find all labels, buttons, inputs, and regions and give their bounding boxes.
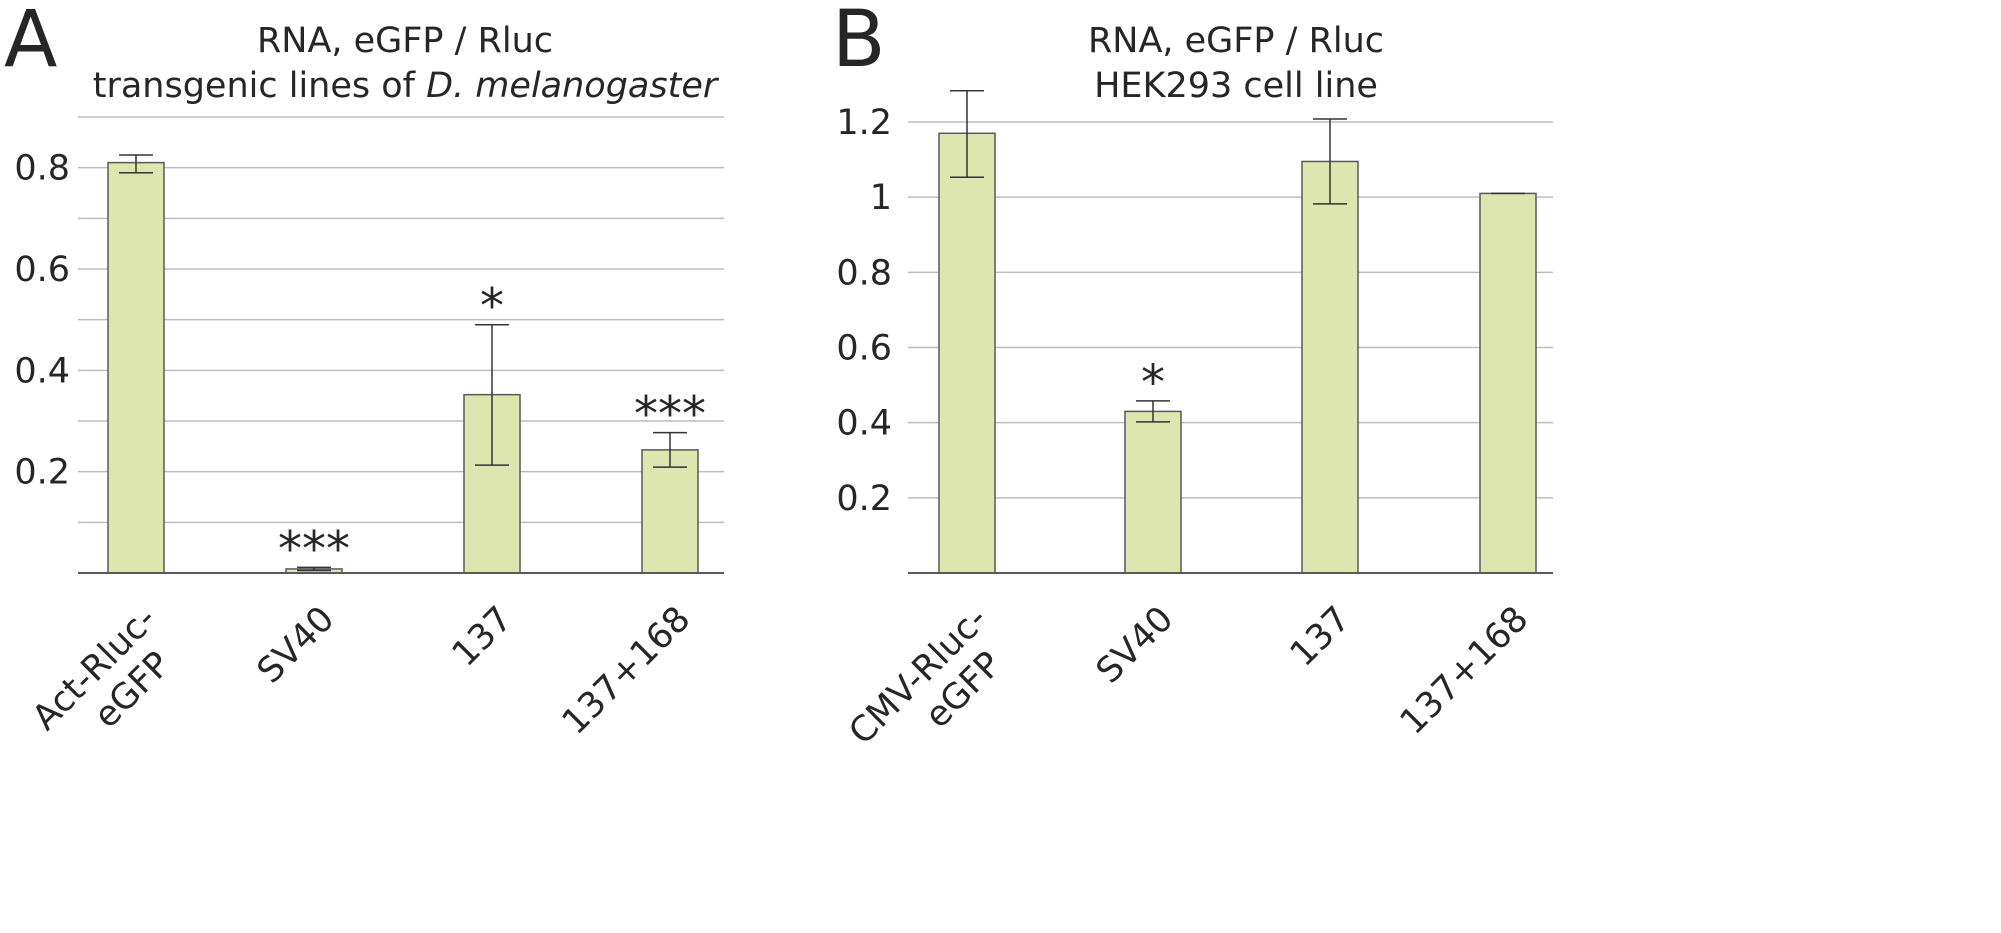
panel-letter-a: A — [4, 0, 57, 85]
chart-a-error-bar — [475, 323, 509, 466]
chart-b-bars — [938, 132, 1537, 574]
chart-a-title-line2-text: transgenic lines of — [93, 66, 426, 106]
chart-a-bar — [641, 449, 699, 574]
chart-a-bars — [107, 161, 699, 574]
chart-b-y-tick-label: 1 — [870, 178, 892, 218]
chart-b-bar — [1301, 160, 1359, 574]
chart-a-x-tick-label: SV40 — [250, 599, 342, 691]
chart-a-y-tick-label: 0.2 — [14, 453, 70, 493]
chart-a-title-line1: RNA, eGFP / Rluc — [257, 21, 553, 61]
chart-a-bar — [107, 161, 165, 574]
chart-b-y-tick-label: 0.6 — [836, 329, 892, 369]
chart-b-x-tick-label: 137 — [1283, 599, 1359, 675]
chart-a-significance-labels: ******* — [278, 279, 706, 578]
chart-b-bar — [1124, 410, 1182, 574]
chart-a-y-tick-label: 0.4 — [14, 351, 70, 391]
chart-b-x-tick-label: CMV-Rluc-eGFP — [842, 599, 1025, 782]
chart-b-y-tick-label: 0.2 — [836, 479, 892, 519]
chart-a-gridlines — [78, 116, 724, 524]
chart-b-y-tick-label: 0.8 — [836, 253, 892, 293]
chart-b-x-tick-label: 137+168 — [1393, 599, 1536, 742]
chart-b-x-tick-label: SV40 — [1089, 599, 1181, 691]
chart-b-title-line1: RNA, eGFP / Rluc — [1088, 21, 1384, 61]
chart-b-error-bars — [950, 90, 1525, 423]
chart-a-x-tick-line: 137 — [445, 599, 521, 675]
chart-b-error-bar — [1136, 400, 1170, 423]
chart-a-x-tick-label: Act-Rluc-eGFP — [25, 599, 194, 768]
chart-b-bar — [1479, 192, 1537, 574]
chart-b-significance-labels: * — [1141, 355, 1165, 411]
chart-a-x-tick-labels: Act-Rluc-eGFP SV40 137 137+168 — [25, 599, 698, 768]
chart-a-y-tick-label: 0.6 — [14, 250, 70, 290]
chart-b-x-tick-labels: CMV-Rluc-eGFP SV40 137 137+168 — [842, 599, 1537, 782]
chart-a-error-bar — [297, 566, 331, 572]
chart-b-bar — [938, 132, 996, 574]
chart-a-title-line2-italic: D. melanogaster — [426, 66, 720, 106]
chart-b-x-tick-line: 137+168 — [1393, 599, 1536, 742]
chart-a-error-bar — [119, 154, 153, 174]
chart-b-x-tick-line: 137 — [1283, 599, 1359, 675]
chart-a-title-line2: transgenic lines of D. melanogaster — [93, 66, 720, 106]
chart-b-significance-label: * — [1141, 355, 1165, 411]
chart-a-significance-label: *** — [634, 387, 706, 443]
chart-b-gridlines — [908, 121, 1553, 499]
chart-b-x-tick-line: SV40 — [1089, 599, 1181, 691]
chart-a-error-bars — [119, 154, 687, 572]
chart-b-y-tick-label: 0.4 — [836, 404, 892, 444]
chart-b-y-tick-label: 1.2 — [836, 103, 892, 143]
chart-a-x-tick-label: 137 — [445, 599, 521, 675]
chart-a-y-tick-labels: 0.2 0.4 0.6 0.8 — [14, 149, 70, 493]
chart-b-title-line2: HEK293 cell line — [1094, 66, 1378, 106]
chart-a-x-tick-line: SV40 — [250, 599, 342, 691]
chart-b-y-tick-labels: 0.2 0.4 0.6 0.8 1 1.2 — [836, 103, 892, 519]
chart-b-error-bar — [950, 90, 984, 178]
chart-a-x-tick-label: 137+168 — [555, 599, 698, 742]
panel-a: A RNA, eGFP / Rluc transgenic lines of D… — [4, 0, 724, 768]
chart-a-error-bar — [653, 431, 687, 468]
chart-a-significance-label: * — [480, 279, 504, 335]
chart-a-x-tick-line: 137+168 — [555, 599, 698, 742]
panel-b: B RNA, eGFP / Rluc HEK293 cell line 0.20… — [832, 0, 1553, 782]
panel-letter-b: B — [832, 0, 886, 85]
chart-a-significance-label: *** — [278, 521, 350, 577]
chart-b-error-bar — [1313, 118, 1347, 205]
chart-a-y-tick-label: 0.8 — [14, 149, 70, 189]
figure: A RNA, eGFP / Rluc transgenic lines of D… — [4, 0, 1553, 782]
